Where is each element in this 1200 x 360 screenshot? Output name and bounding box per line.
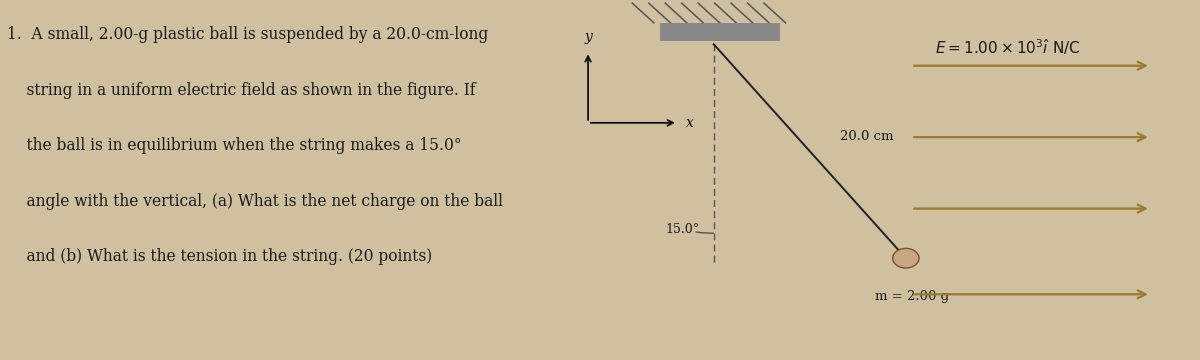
- Bar: [660, 23, 780, 41]
- Text: the ball is in equilibrium when the string makes a 15.0°: the ball is in equilibrium when the stri…: [7, 137, 462, 154]
- Text: x: x: [686, 116, 694, 130]
- Text: angle with the vertical, (a) What is the net charge on the ball: angle with the vertical, (a) What is the…: [7, 193, 503, 210]
- Text: 15.0°: 15.0°: [665, 223, 700, 236]
- Text: 1.  A small, 2.00-g plastic ball is suspended by a 20.0-cm-long: 1. A small, 2.00-g plastic ball is suspe…: [7, 26, 488, 44]
- Text: $E = 1.00 \times 10^3\hat{\imath}\ \mathrm{N/C}$: $E = 1.00 \times 10^3\hat{\imath}\ \math…: [935, 37, 1081, 57]
- Text: string in a uniform electric field as shown in the figure. If: string in a uniform electric field as sh…: [7, 82, 476, 99]
- Text: and (b) What is the tension in the string. (20 points): and (b) What is the tension in the strin…: [7, 248, 433, 265]
- Ellipse shape: [893, 248, 919, 268]
- Text: y: y: [584, 30, 592, 44]
- Text: 20.0 cm: 20.0 cm: [840, 130, 893, 143]
- Text: m = 2.00 g: m = 2.00 g: [875, 290, 949, 303]
